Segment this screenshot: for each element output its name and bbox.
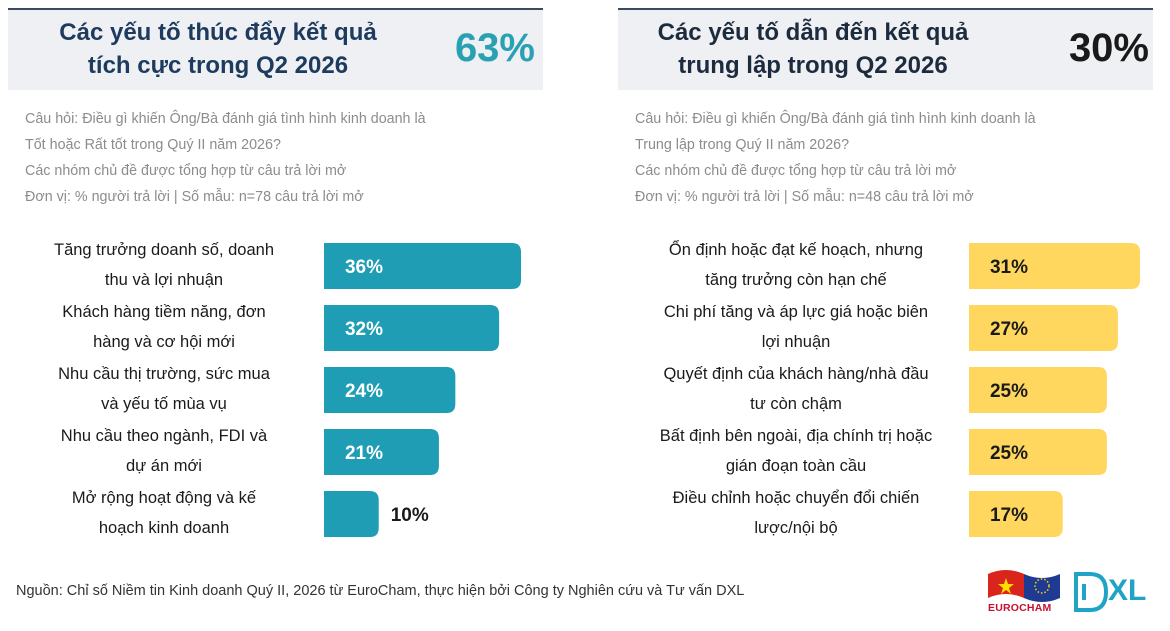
bar [969, 305, 1118, 351]
bar [969, 243, 1140, 289]
category-label: lợi nhuận [762, 333, 831, 351]
bar-value-label: 24% [345, 381, 383, 402]
category-label: thu và lợi nhuận [105, 271, 223, 289]
category-label: Chi phí tăng và áp lực giá hoặc biên [664, 303, 928, 321]
eurocham-wordmark: EUROCHAM [988, 602, 1052, 614]
bar-value-label: 21% [345, 443, 383, 464]
unit-note: Đơn vị: % người trả lời | Số mẫu: n=48 c… [635, 189, 974, 205]
panel-header: Các yếu tố thúc đẩy kết quả tích cực tro… [8, 8, 543, 90]
category-label: Bất định bên ngoài, địa chính trị hoặc [660, 427, 932, 445]
question-line2: Trung lập trong Quý II năm 2026? [635, 137, 850, 153]
category-label: và yếu tố mùa vụ [101, 395, 227, 413]
dxl-d-icon [1074, 572, 1109, 612]
eurocham-logo: EUROCHAM [986, 566, 1064, 614]
bar-value-label: 10% [391, 505, 429, 526]
category-label: Nhu cầu theo ngành, FDI và [61, 427, 268, 445]
question-line1: Câu hỏi: Điều gì khiến Ông/Bà đánh giá t… [25, 111, 426, 127]
bar-value-label: 25% [990, 381, 1028, 402]
panel-title-line1: Các yếu tố dẫn đến kết quả [657, 19, 969, 46]
dxl-wordmark: XL [1108, 574, 1147, 607]
panel-title: Các yếu tố dẫn đến kết quả trung lập tro… [618, 16, 1008, 82]
bar-chart-svg: 31% Ổn định hoặc đạt kế hoạch, nhưng tăng … [660, 240, 1140, 537]
category-label: tư còn chậm [750, 395, 842, 413]
panel-percent: 30% [1068, 26, 1149, 70]
panel-meta: Câu hỏi: Điều gì khiến Ông/Bà đánh giá t… [635, 106, 1135, 210]
unit-note: Đơn vị: % người trả lời | Số mẫu: n=78 c… [25, 189, 364, 205]
category-label: hàng và cơ hội mới [93, 333, 235, 351]
category-label: Tăng trưởng doanh số, doanh [54, 241, 274, 259]
category-label: Ổn định hoặc đạt kế hoạch, nhưng [669, 240, 923, 259]
bar-chart-svg: 36% Tăng trưởng doanh số, doanh thu và lợi… [54, 241, 521, 537]
panel-title: Các yếu tố thúc đẩy kết quả tích cực tro… [8, 16, 428, 82]
bar [324, 305, 500, 351]
category-label: Khách hàng tiềm năng, đơn [62, 303, 265, 321]
panel-title-line2: trung lập trong Q2 2026 [678, 52, 948, 79]
category-label: dự án mới [126, 457, 202, 475]
category-label: Mở rộng hoạt động và kế [72, 489, 256, 507]
neutral-factors-panel: Các yếu tố dẫn đến kết quả trung lập tro… [618, 8, 1153, 548]
category-label: Nhu cầu thị trường, sức mua [58, 365, 271, 383]
source-footer: Nguồn: Chỉ số Niềm tin Kinh doanh Quý II… [16, 583, 745, 599]
eurocham-flag-icon [988, 570, 1060, 602]
bar [969, 429, 1107, 475]
positive-factors-chart: 36% Tăng trưởng doanh số, doanh thu và lợi… [8, 238, 543, 548]
category-label: gián đoạn toàn cầu [726, 457, 866, 475]
bar-value-label: 17% [990, 505, 1028, 526]
bar [324, 491, 379, 537]
bar [324, 429, 439, 475]
bar-value-label: 27% [990, 319, 1028, 340]
neutral-factors-chart: 31% Ổn định hoặc đạt kế hoạch, nhưng tăng … [618, 238, 1153, 548]
bar [969, 491, 1063, 537]
bar [969, 367, 1107, 413]
panel-title-line2: tích cực trong Q2 2026 [87, 52, 349, 79]
bar-value-label: 31% [990, 257, 1028, 278]
grouping-note: Các nhóm chủ đề được tổng hợp từ câu trả… [635, 163, 957, 179]
category-label: Điều chỉnh hoặc chuyển đổi chiến [673, 489, 920, 507]
bar [324, 367, 456, 413]
bar-value-label: 25% [990, 443, 1028, 464]
question-line2: Tốt hoặc Rất tốt trong Quý II năm 2026? [25, 137, 281, 153]
bar-value-label: 36% [345, 257, 383, 278]
panel-title-line1: Các yếu tố thúc đẩy kết quả [59, 19, 377, 46]
grouping-note: Các nhóm chủ đề được tổng hợp từ câu trả… [25, 163, 347, 179]
panel-header: Các yếu tố dẫn đến kết quả trung lập tro… [618, 8, 1153, 90]
dxl-logo: XL [1072, 570, 1162, 614]
category-label: Quyết định của khách hàng/nhà đầu [663, 365, 928, 383]
positive-factors-panel: Các yếu tố thúc đẩy kết quả tích cực tro… [8, 8, 543, 548]
panel-meta: Câu hỏi: Điều gì khiến Ông/Bà đánh giá t… [25, 106, 525, 210]
bar [324, 243, 521, 289]
category-label: tăng trưởng còn hạn chế [705, 271, 886, 289]
category-label: hoạch kinh doanh [99, 519, 229, 537]
bar-value-label: 32% [345, 319, 383, 340]
category-label: lược/nội bộ [754, 519, 837, 537]
question-line1: Câu hỏi: Điều gì khiến Ông/Bà đánh giá t… [635, 111, 1036, 127]
panel-percent: 63% [454, 26, 535, 70]
